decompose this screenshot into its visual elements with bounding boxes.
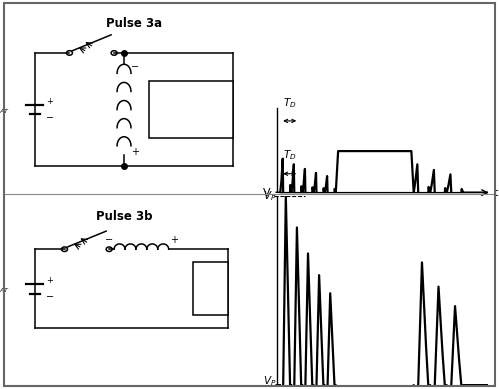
Text: DUT: DUT <box>200 284 222 294</box>
Text: $V_{BAT}$: $V_{BAT}$ <box>0 103 10 116</box>
Text: $V_P$: $V_P$ <box>262 375 276 388</box>
Text: $T_D$: $T_D$ <box>283 149 296 163</box>
Text: t: t <box>494 187 499 198</box>
Text: DUT: DUT <box>180 105 202 115</box>
Bar <box>194 263 228 315</box>
Text: −: − <box>131 62 140 72</box>
Text: V: V <box>262 187 270 198</box>
Text: −: − <box>105 235 113 245</box>
Text: +: + <box>46 96 53 105</box>
Text: Pulse 3a: Pulse 3a <box>106 17 162 30</box>
Text: +: + <box>46 276 53 285</box>
Text: $V_{BAT}$: $V_{BAT}$ <box>0 283 10 295</box>
Text: $V_P$: $V_P$ <box>262 189 276 203</box>
Text: $T_D$: $T_D$ <box>283 96 296 110</box>
Text: Pulse 3b: Pulse 3b <box>96 210 152 223</box>
Text: +: + <box>170 235 178 245</box>
Text: +: + <box>131 147 139 157</box>
Bar <box>149 81 233 138</box>
Text: −: − <box>46 293 54 302</box>
Text: −: − <box>46 113 54 123</box>
